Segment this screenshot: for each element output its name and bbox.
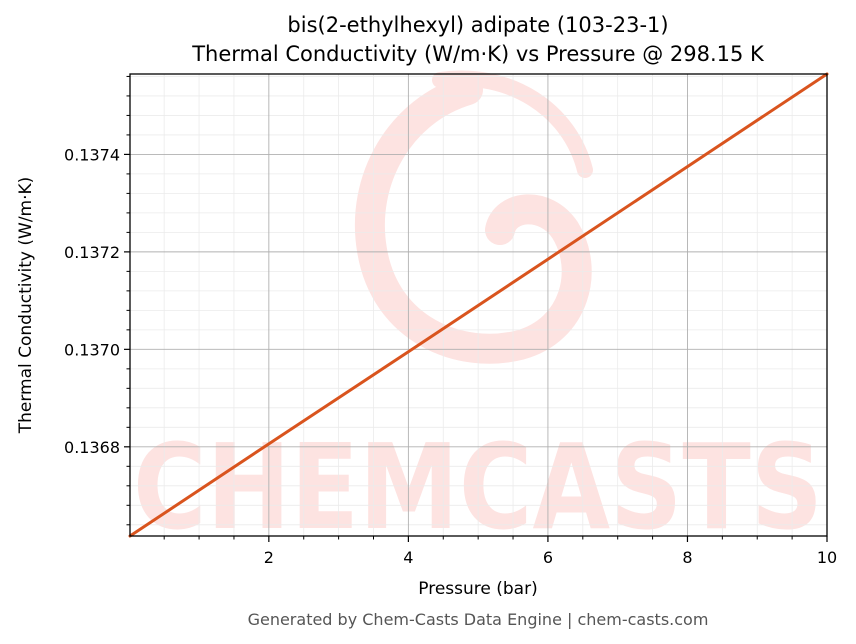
y-axis-ticks: 0.1368 0.1370 0.1372 0.1374 [64, 75, 130, 526]
x-tick-label: 2 [264, 548, 274, 567]
x-tick-label: 6 [543, 548, 553, 567]
watermark-swirl-arc [432, 70, 593, 178]
y-tick-label: 0.1374 [64, 145, 120, 164]
x-tick-label: 10 [817, 548, 837, 567]
x-tick-label: 4 [403, 548, 413, 567]
y-tick-label: 0.1370 [64, 340, 120, 359]
x-axis-ticks: 2 4 6 8 10 [163, 536, 837, 567]
chart-subtitle: Thermal Conductivity (W/m·K) vs Pressure… [191, 42, 765, 66]
watermark-swirl [354, 75, 592, 364]
x-tick-label: 8 [682, 548, 692, 567]
chart-title: bis(2-ethylhexyl) adipate (103-23-1) [287, 13, 668, 37]
y-axis-label: Thermal Conductivity (W/m·K) [16, 177, 36, 435]
series-line-0 [128, 72, 829, 538]
y-tick-label: 0.1368 [64, 438, 120, 457]
y-tick-label: 0.1372 [64, 243, 120, 262]
footer-credit: Generated by Chem-Casts Data Engine | ch… [248, 610, 709, 629]
grid-minor [130, 74, 827, 536]
x-axis-label: Pressure (bar) [418, 579, 537, 599]
series-layer [128, 72, 829, 538]
